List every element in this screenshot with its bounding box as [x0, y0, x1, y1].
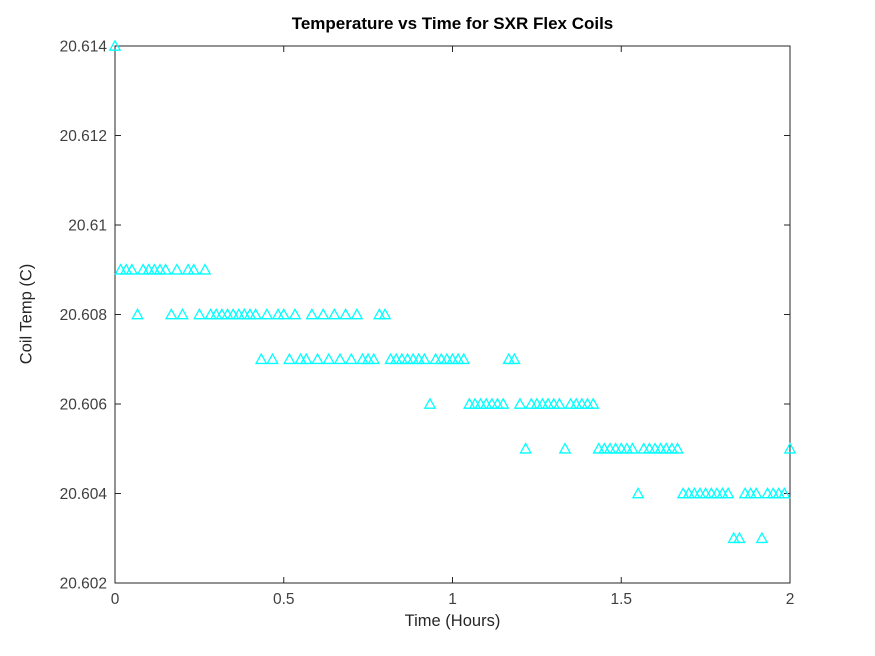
- x-tick-label: 2: [786, 591, 795, 608]
- data-point-marker: [423, 397, 437, 409]
- data-point-marker: [626, 442, 639, 454]
- x-axis-label: Time (Hours): [404, 612, 501, 630]
- data-point-marker: [260, 307, 274, 320]
- data-point-marker: [553, 397, 566, 409]
- y-tick-label: 20.612: [60, 128, 107, 145]
- data-point-marker: [508, 352, 521, 365]
- data-point-marker: [339, 307, 352, 320]
- data-point-marker: [198, 263, 212, 275]
- data-point-marker: [733, 531, 746, 544]
- data-point-marker: [755, 531, 769, 544]
- data-point-marker: [283, 352, 296, 365]
- data-point-marker: [350, 307, 364, 320]
- data-point-marker: [457, 352, 471, 365]
- data-point-marker: [170, 263, 184, 275]
- data-point-marker: [311, 352, 324, 365]
- data-point-marker: [631, 486, 645, 499]
- x-tick-label: 1: [448, 591, 457, 608]
- data-point-marker: [305, 307, 319, 320]
- y-tick-label: 20.61: [68, 218, 107, 235]
- data-point-marker: [266, 352, 279, 365]
- data-point-marker: [299, 352, 313, 365]
- data-point-marker: [496, 397, 510, 409]
- x-tick-label: 0.5: [273, 591, 295, 608]
- data-point-marker: [131, 307, 144, 320]
- data-point-marker: [176, 307, 189, 320]
- chart-title: Temperature vs Time for SXR Flex Coils: [291, 14, 614, 33]
- y-axis-label: Coil Temp (C): [17, 263, 36, 365]
- data-point-marker: [333, 352, 347, 365]
- y-tick-label: 20.608: [60, 307, 107, 324]
- data-point-marker: [783, 442, 797, 454]
- data-point-marker: [254, 352, 268, 365]
- data-point-marker: [344, 352, 358, 365]
- data-point-marker: [558, 442, 572, 454]
- data-point-marker: [164, 307, 178, 320]
- data-point-marker: [193, 307, 206, 320]
- data-point-marker: [322, 352, 336, 365]
- data-point-marker: [316, 307, 330, 320]
- y-tick-label: 20.614: [60, 39, 108, 56]
- data-point-marker: [277, 307, 291, 320]
- data-point-marker: [778, 486, 791, 499]
- data-point-marker: [418, 352, 431, 365]
- data-point-marker: [249, 307, 262, 320]
- data-point-marker: [159, 263, 172, 275]
- data-point-marker: [749, 486, 763, 499]
- x-tick-label: 0: [111, 591, 120, 608]
- data-point-marker: [721, 486, 735, 499]
- data-point-marker: [367, 352, 381, 365]
- data-point-marker: [108, 39, 122, 51]
- data-point-marker: [378, 307, 392, 320]
- data-point-marker: [519, 442, 532, 454]
- y-tick-label: 20.602: [60, 576, 107, 593]
- y-tick-label: 20.604: [60, 486, 108, 503]
- data-point-marker: [187, 263, 201, 275]
- data-point-marker: [288, 307, 302, 320]
- data-point-marker: [586, 397, 600, 409]
- data-point-marker: [125, 263, 139, 275]
- data-point-marker: [513, 397, 527, 409]
- data-point-marker: [328, 307, 341, 320]
- axes-box: [114, 45, 791, 584]
- x-tick-label: 1.5: [610, 591, 632, 608]
- y-tick-label: 20.606: [60, 397, 107, 414]
- data-point-marker: [671, 442, 684, 454]
